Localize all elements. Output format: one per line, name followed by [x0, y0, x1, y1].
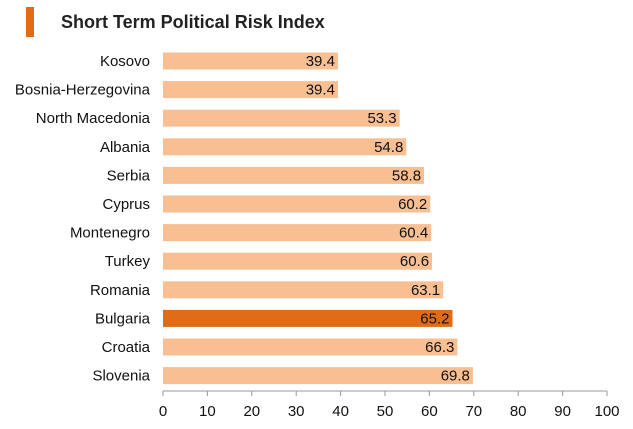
- bar-north-macedonia: [163, 109, 400, 127]
- x-tick-label-40: 40: [332, 403, 349, 420]
- value-label-kosovo: 39.4: [306, 53, 335, 70]
- x-tick-label-100: 100: [594, 403, 619, 420]
- x-tick-label-70: 70: [465, 403, 482, 420]
- category-label-romania: Romania: [90, 282, 151, 299]
- value-label-albania: 54.8: [374, 139, 403, 156]
- bar-montenegro: [163, 224, 432, 242]
- title-accent-bar: [26, 7, 34, 37]
- category-label-cyprus: Cyprus: [102, 196, 150, 213]
- bar-kosovo: [163, 52, 338, 70]
- value-label-slovenia: 69.8: [441, 368, 470, 385]
- bar-turkey: [163, 252, 433, 270]
- category-label-kosovo: Kosovo: [100, 53, 150, 70]
- category-label-croatia: Croatia: [102, 339, 151, 356]
- value-label-turkey: 60.6: [400, 253, 429, 270]
- category-label-bulgaria: Bulgaria: [95, 310, 151, 327]
- category-label-slovenia: Slovenia: [92, 368, 150, 385]
- bar-albania: [163, 138, 407, 156]
- value-label-bosnia-herzegovina: 39.4: [306, 82, 335, 99]
- category-label-bosnia-herzegovina: Bosnia-Herzegovina: [15, 82, 151, 99]
- bar-slovenia: [163, 367, 473, 385]
- x-tick-label-10: 10: [199, 403, 216, 420]
- x-tick-label-20: 20: [243, 403, 260, 420]
- bar-bulgaria: [163, 309, 453, 327]
- x-tick-label-0: 0: [159, 403, 167, 420]
- bar-croatia: [163, 338, 458, 356]
- bar-bosnia-herzegovina: [163, 81, 338, 99]
- value-label-cyprus: 60.2: [398, 196, 427, 213]
- x-tick-label-50: 50: [377, 403, 394, 420]
- x-tick-label-60: 60: [421, 403, 438, 420]
- category-label-albania: Albania: [100, 139, 151, 156]
- value-label-romania: 63.1: [411, 282, 440, 299]
- chart-title-block: Short Term Political Risk Index: [26, 6, 325, 38]
- bar-romania: [163, 281, 444, 299]
- x-tick-label-30: 30: [288, 403, 305, 420]
- value-label-north-macedonia: 53.3: [367, 110, 396, 127]
- bar-serbia: [163, 166, 425, 184]
- chart-title: Short Term Political Risk Index: [61, 11, 325, 32]
- category-label-montenegro: Montenegro: [70, 225, 150, 242]
- category-label-north-macedonia: North Macedonia: [36, 110, 151, 127]
- category-label-turkey: Turkey: [105, 253, 151, 270]
- value-label-bulgaria: 65.2: [420, 310, 449, 327]
- bar-cyprus: [163, 195, 431, 213]
- x-tick-label-80: 80: [510, 403, 527, 420]
- value-label-montenegro: 60.4: [399, 225, 428, 242]
- category-label-serbia: Serbia: [107, 167, 151, 184]
- x-tick-label-90: 90: [554, 403, 571, 420]
- value-label-croatia: 66.3: [425, 339, 454, 356]
- value-label-serbia: 58.8: [392, 167, 421, 184]
